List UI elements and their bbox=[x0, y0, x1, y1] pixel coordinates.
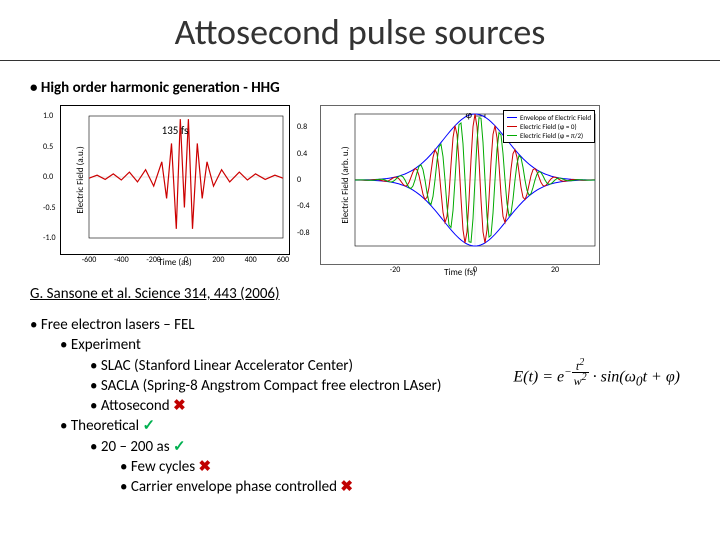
figures-row: 135 fs Electric Field (a.u.) Time (as) -… bbox=[60, 105, 720, 265]
page-title: Attosecond pulse sources bbox=[0, 10, 720, 61]
pulse-duration-label: 135 fs bbox=[162, 124, 189, 137]
cross-icon: ✖ bbox=[173, 397, 186, 415]
legend: Envelope of Electric FieldElectric Field… bbox=[503, 110, 595, 143]
cross-icon: ✖ bbox=[199, 458, 212, 476]
equation: E(t) = e−t2w2 · sin(ω0t + φ) bbox=[513, 358, 680, 390]
citation: G. Sansone et al. Science 314, 443 (2006… bbox=[30, 285, 720, 303]
check-icon: ✓ bbox=[142, 417, 155, 435]
fel-list: Free electron lasers – FEL Experiment SL… bbox=[30, 315, 720, 497]
left-chart: 135 fs Electric Field (a.u.) Time (as) -… bbox=[60, 105, 290, 255]
fel-cep: Carrier envelope phase controlled ✖ bbox=[120, 477, 720, 497]
fel-experiment: Experiment bbox=[60, 335, 720, 355]
fel-theoretical: Theoretical ✓ bbox=[60, 416, 720, 436]
fel-range: 20 – 200 as ✓ bbox=[90, 437, 720, 457]
right-chart: φ Envelope of Electric FieldElectric Fie… bbox=[320, 105, 600, 265]
fel-root: Free electron lasers – FEL bbox=[30, 315, 720, 335]
fel-attosecond: Attosecond ✖ bbox=[90, 396, 720, 416]
check-icon: ✓ bbox=[173, 438, 186, 456]
left-ylabel: Electric Field (a.u.) bbox=[75, 146, 86, 213]
fel-fewcycles: Few cycles ✖ bbox=[120, 457, 720, 477]
phi-label: φ bbox=[466, 108, 473, 121]
right-ylabel: Electric Field (arb. u.) bbox=[340, 146, 351, 223]
right-xlabel: Time (fs) bbox=[444, 267, 476, 278]
cross-icon: ✖ bbox=[340, 478, 353, 496]
hhg-bullet: High order harmonic generation - HHG bbox=[30, 79, 720, 97]
